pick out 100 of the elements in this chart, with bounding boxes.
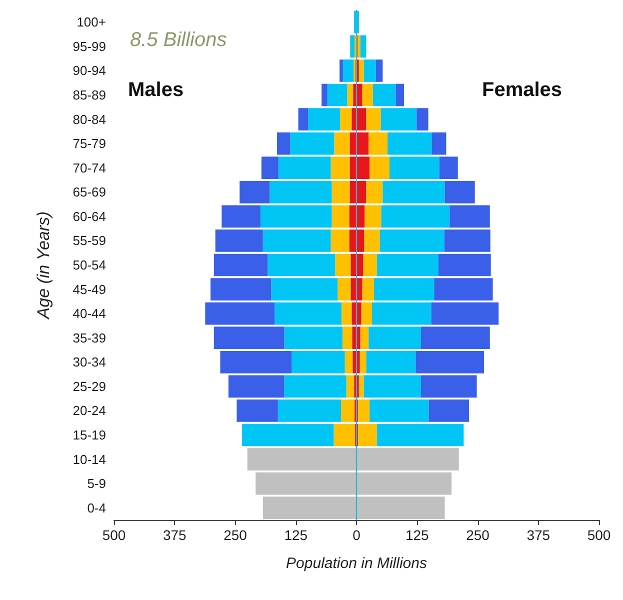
- bar: [388, 132, 432, 155]
- y-tick-label: 35-39: [72, 330, 106, 346]
- bar: [327, 84, 348, 106]
- bar: [389, 156, 440, 180]
- x-tick-label: 0: [352, 527, 361, 543]
- y-tick-label: 10-14: [72, 452, 106, 467]
- bar: [350, 35, 355, 58]
- bar: [341, 302, 352, 325]
- bar: [370, 400, 429, 422]
- bar: [364, 60, 376, 82]
- bar: [334, 132, 350, 155]
- bar: [274, 302, 342, 325]
- x-axis-title: Population in Millions: [286, 555, 428, 572]
- bar: [380, 230, 444, 252]
- bar: [215, 230, 263, 252]
- bar: [376, 424, 464, 446]
- bar: [360, 326, 369, 350]
- x-tick-label: 375: [526, 527, 550, 543]
- bar: [360, 35, 366, 58]
- x-tick-label: 125: [284, 527, 308, 543]
- bar: [240, 180, 270, 204]
- bar: [362, 278, 374, 300]
- bar: [372, 302, 432, 325]
- bar: [366, 350, 416, 374]
- bar: [346, 375, 354, 398]
- bar: [358, 400, 370, 422]
- bar: [205, 302, 275, 325]
- y-axis-title: Age (in Years): [34, 211, 53, 320]
- bar: [340, 400, 355, 422]
- y-tick-label: 20-24: [72, 403, 106, 418]
- bar: [356, 84, 362, 106]
- bar: [214, 254, 268, 276]
- bar: [360, 350, 366, 374]
- bar: [416, 108, 428, 130]
- bar: [357, 35, 360, 58]
- y-tick-label: 75-79: [72, 136, 106, 152]
- y-tick-label: 70-74: [72, 160, 106, 176]
- bar: [292, 350, 345, 374]
- y-tick-label: 65-69: [72, 184, 106, 200]
- y-tick-label: 45-49: [72, 282, 106, 297]
- y-tick-label: 95-99: [72, 38, 106, 54]
- bar: [261, 156, 278, 180]
- bar: [396, 84, 404, 106]
- bar: [347, 84, 354, 106]
- bar: [344, 350, 353, 374]
- x-tick-label: 250: [466, 527, 490, 543]
- y-tick-label: 85-89: [72, 88, 106, 102]
- bar: [308, 108, 340, 130]
- y-tick-label: 30-34: [72, 354, 106, 370]
- y-tick-label: 5-9: [87, 476, 106, 492]
- bar: [290, 132, 334, 155]
- bar: [382, 180, 445, 204]
- bar: [361, 302, 372, 325]
- bar: [278, 156, 331, 180]
- bar: [376, 60, 383, 82]
- bar: [376, 254, 438, 276]
- bar: [358, 60, 364, 82]
- bar: [444, 180, 475, 204]
- bar: [220, 350, 292, 374]
- y-tick-label: 50-54: [72, 258, 106, 272]
- bar: [381, 205, 450, 228]
- bar: [330, 156, 350, 180]
- bar: [338, 278, 351, 300]
- bar: [368, 132, 388, 155]
- bar: [368, 326, 422, 350]
- bar: [366, 108, 381, 130]
- y-tick-label: 15-19: [72, 428, 106, 442]
- x-tick-label: 250: [224, 527, 248, 543]
- bar: [242, 424, 334, 446]
- bar: [260, 205, 332, 228]
- x-tick-label: 500: [587, 527, 611, 543]
- bar: [358, 424, 377, 446]
- bar: [374, 278, 434, 300]
- bar: [340, 60, 343, 82]
- bar: [271, 278, 338, 300]
- bar: [214, 326, 284, 350]
- bar: [421, 375, 477, 398]
- y-tick-label: 90-94: [72, 63, 106, 78]
- bar: [434, 278, 493, 300]
- bar: [270, 180, 332, 204]
- bar: [364, 205, 382, 228]
- x-tick-label: 125: [405, 527, 430, 543]
- bar: [284, 375, 346, 398]
- bar: [366, 180, 383, 204]
- bar: [444, 230, 490, 252]
- bar: [380, 108, 417, 130]
- y-tick-label: 55-59: [72, 233, 106, 248]
- bar: [421, 326, 490, 350]
- bar: [432, 132, 446, 155]
- bar: [236, 400, 278, 422]
- bar: [228, 375, 284, 398]
- bar: [450, 205, 490, 228]
- bar: [268, 254, 336, 276]
- bar: [364, 375, 422, 398]
- bar: [332, 180, 350, 204]
- bar: [330, 230, 350, 252]
- x-tick-label: 500: [102, 527, 126, 543]
- bar: [334, 424, 356, 446]
- y-tick-label: 40-44: [72, 306, 106, 322]
- bar: [364, 230, 380, 252]
